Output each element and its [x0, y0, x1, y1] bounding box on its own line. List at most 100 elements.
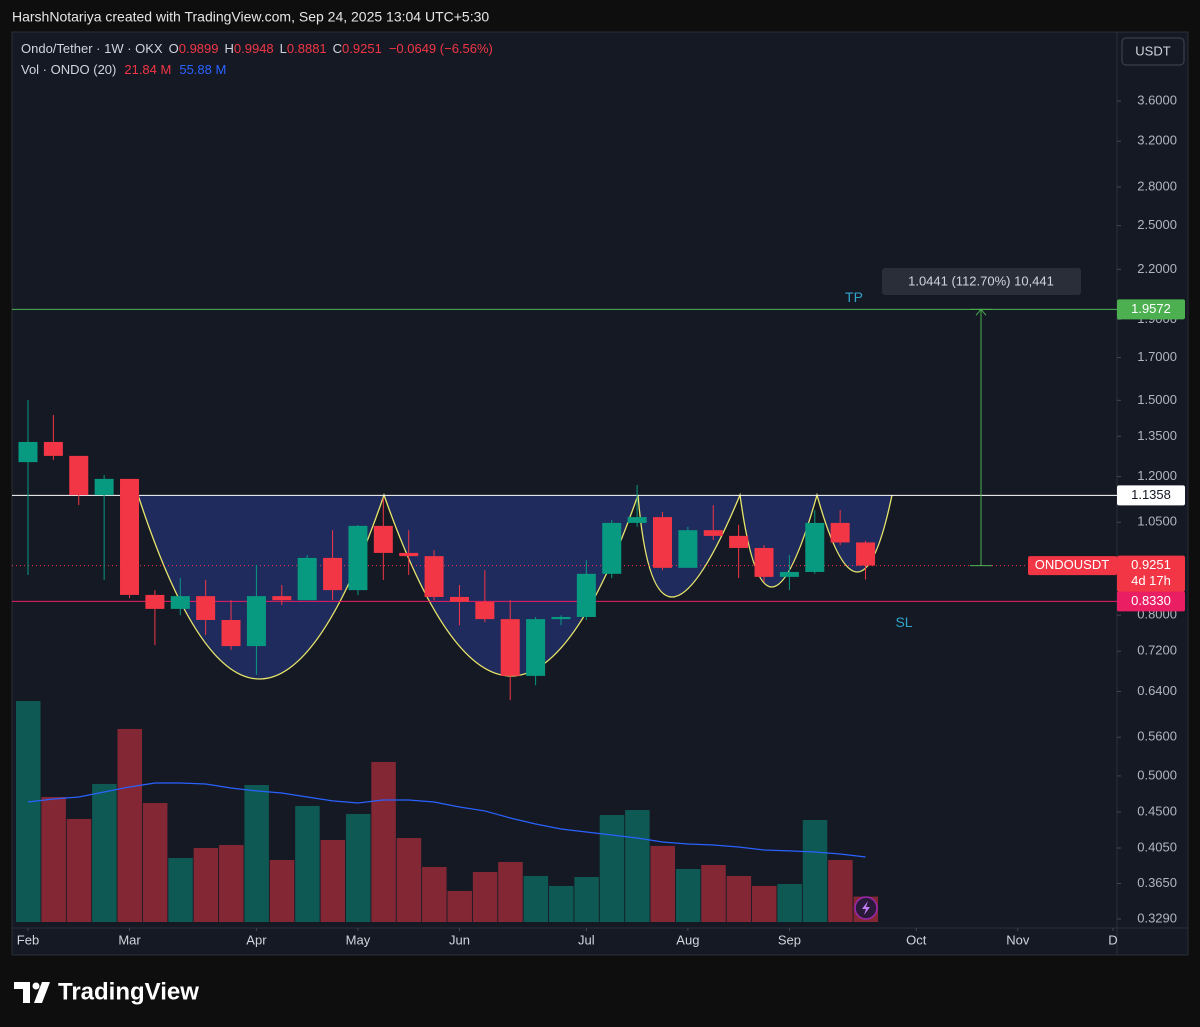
legend-value: 0.8881 [287, 41, 327, 56]
volume-bar [625, 810, 650, 922]
candle-body [18, 441, 38, 463]
candle-body [272, 596, 292, 601]
volume-bar [574, 876, 599, 922]
candle-body [856, 542, 876, 566]
volume-bar [675, 868, 701, 922]
candle-body [678, 530, 698, 568]
x-tick-label: Jul [578, 932, 595, 947]
x-tick-label: Mar [118, 932, 141, 947]
logo-mark [14, 982, 30, 1003]
candle-body [69, 455, 89, 496]
x-tick-label: Jun [449, 932, 470, 947]
volume-bar [650, 845, 675, 922]
y-tick-label: 0.6400 [1137, 683, 1177, 698]
volume-bar [701, 865, 726, 922]
candle-body [627, 517, 647, 523]
level-label: 1.9572 [1131, 301, 1171, 316]
legend-symbol: Ondo/Tether · 1W · OKX [21, 41, 163, 56]
legend-volume-ma: 55.88 M [179, 62, 226, 77]
y-tick-label: 0.3650 [1137, 875, 1177, 890]
level-name: SL [895, 614, 912, 630]
legend-ohlc: Ondo/Tether · 1W · OKX O0.9899 H0.9948 L0.8… [21, 41, 493, 56]
candle-body [145, 594, 165, 609]
candle-body [729, 535, 749, 548]
volume-bar [396, 838, 422, 922]
y-tick-label: 0.5000 [1137, 767, 1177, 782]
volume-bar [447, 890, 472, 922]
brand-name: TradingView [58, 978, 199, 1005]
candle-body [576, 573, 596, 617]
volume-bar [726, 875, 752, 922]
candle-body [779, 571, 799, 577]
candle-body [196, 596, 216, 620]
y-tick-label: 1.0500 [1137, 514, 1177, 529]
logo-slash [34, 982, 50, 1003]
volume-bar [168, 858, 193, 922]
alert-icon[interactable] [854, 896, 878, 920]
alert-icon-bolt[interactable] [862, 901, 870, 915]
candle-body [170, 596, 190, 609]
legend-letter: L [280, 41, 287, 56]
last-price-box [1117, 555, 1185, 592]
legend: Ondo/Tether · 1W · OKX O0.9899 H0.9948 L0.8… [21, 41, 493, 77]
y-tick-label: 2.5000 [1137, 217, 1177, 232]
ticker-label: ONDOUSDT [1035, 557, 1109, 572]
axes: 3.60003.20002.80002.50002.20001.90001.70… [17, 92, 1185, 947]
volume-bar [66, 818, 92, 922]
legend-value: 0.9948 [234, 41, 274, 56]
x-tick-label: May [346, 932, 371, 947]
currency-button[interactable]: USDT [1121, 37, 1185, 66]
candle-body [551, 616, 571, 620]
volume-bar [320, 840, 346, 922]
volume-bar [548, 885, 574, 922]
x-tick-label: Feb [17, 932, 39, 947]
volume-bar [193, 848, 219, 922]
volume-bar [752, 885, 777, 922]
volume-bar [498, 861, 523, 922]
candle-body [475, 601, 495, 620]
volume-bar [269, 860, 295, 922]
y-tick-label: 3.2000 [1137, 133, 1177, 148]
currency-button-label[interactable]: USDT [1135, 43, 1170, 58]
candle-body [120, 478, 140, 595]
candle-body [399, 552, 419, 557]
volume-bar [523, 875, 549, 922]
candle-body [348, 525, 368, 591]
candle-body [323, 557, 343, 591]
candle-body [703, 530, 723, 536]
y-tick-label: 1.3500 [1137, 428, 1177, 443]
chart-panel [11, 31, 1189, 956]
y-tick-label: 1.5000 [1137, 392, 1177, 407]
volume-bar [599, 815, 625, 922]
candle-body [653, 517, 672, 568]
volume-bar [219, 845, 244, 922]
measure-arrow [975, 308, 987, 316]
y-tick-label: 2.2000 [1137, 261, 1177, 276]
y-tick-label: 1.7000 [1137, 349, 1177, 364]
candle-body [221, 619, 241, 647]
volume-bar [828, 860, 853, 922]
candle-body [246, 596, 266, 647]
legend-letter: H [225, 41, 234, 56]
measure-box [882, 268, 1081, 295]
y-tick-label: 2.8000 [1137, 178, 1177, 193]
legend-value: 0.9251 [342, 41, 382, 56]
volume-bar [777, 883, 802, 922]
brand-logo: TradingView [14, 978, 199, 1005]
credit: HarshNotariya created with TradingView.c… [12, 9, 489, 25]
legend-volume: Vol · ONDO (20) 21.84 M 55.88 M [21, 62, 226, 77]
y-tick-label: 0.4050 [1137, 839, 1177, 854]
volume-bar [345, 813, 371, 922]
candle-body [754, 547, 774, 577]
y-tick-label: 0.7200 [1137, 643, 1177, 658]
candle-body [43, 441, 63, 456]
volume-bar [142, 803, 168, 922]
currency-button-box[interactable] [1121, 37, 1185, 66]
candle-body [449, 596, 469, 602]
x-tick-label: Aug [676, 932, 699, 947]
level-name: TP [845, 289, 863, 305]
volume-ma-line [27, 782, 866, 858]
y-tick-label: 3.6000 [1137, 92, 1177, 107]
level-label-box [1117, 485, 1185, 506]
x-tick-label: Nov [1006, 932, 1030, 947]
